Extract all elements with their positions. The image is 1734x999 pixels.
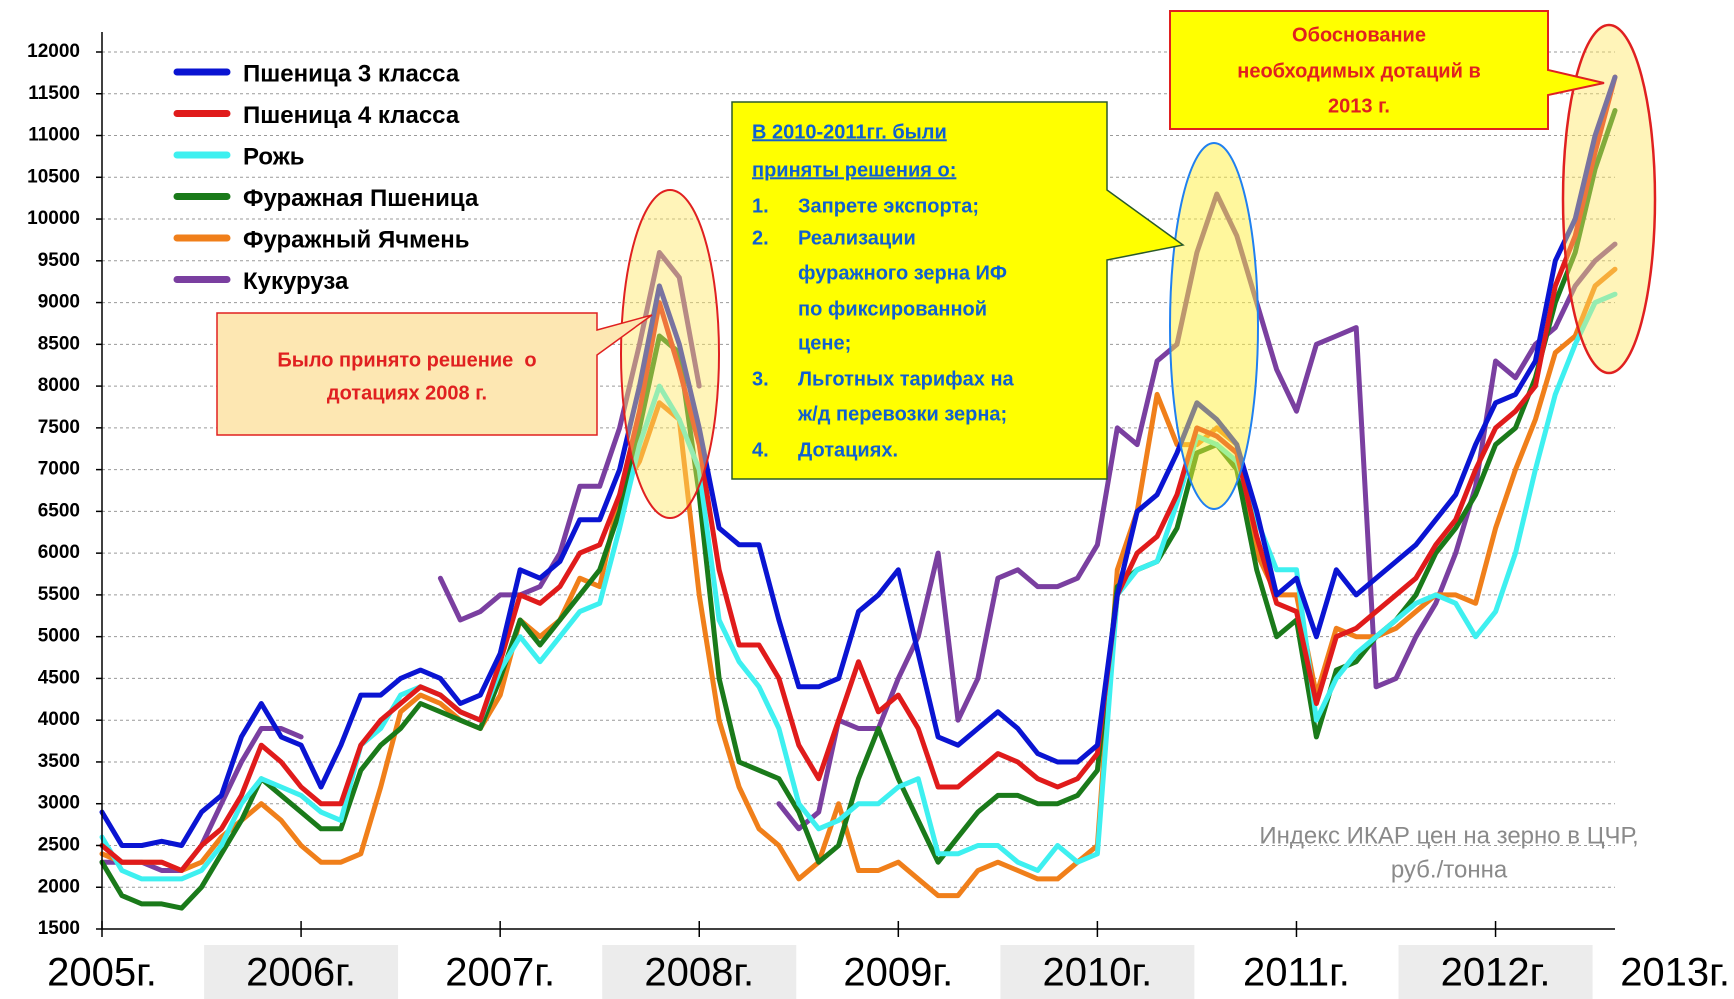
x-tick-label: 2011г.	[1243, 951, 1350, 995]
x-tick-label: 2013г.	[1620, 951, 1730, 995]
y-tick-label: 5500	[38, 584, 80, 605]
year-bands	[204, 945, 1593, 999]
index-note: Индекс ИКАР цен на зерно в ЦЧР,	[1259, 822, 1638, 849]
y-tick-label: 3000	[38, 793, 80, 814]
x-tick-label: 2007г.	[445, 951, 555, 995]
year-band	[1398, 945, 1593, 999]
measure-text: Льготных тарифах на	[798, 368, 1015, 390]
measure-number: 2.	[752, 227, 769, 249]
y-tick-label: 10000	[27, 208, 80, 229]
x-tick-label: 2005г.	[47, 951, 157, 995]
measure-number: 3.	[752, 368, 769, 390]
index-note: руб./тонна	[1391, 856, 1508, 883]
measure-number: 1.	[752, 195, 769, 217]
measure-text: цене;	[798, 332, 851, 354]
measure-text: Реализации	[798, 227, 916, 249]
y-tick-label: 6000	[38, 542, 80, 563]
legend-label: Рожь	[243, 143, 305, 170]
series-line	[99, 74, 1618, 848]
legend-label: Фуражный Ячмень	[243, 226, 470, 253]
legend-label: Кукуруза	[243, 268, 349, 295]
callout-text: Обоснование	[1292, 24, 1426, 46]
legend: Пшеница 3 класса Пшеница 4 класса Рожь Фура…	[173, 60, 479, 295]
y-tick-label: 9500	[38, 250, 80, 271]
y-tick-label: 8500	[38, 333, 80, 354]
y-tick-label: 2000	[38, 876, 80, 897]
highlight-2008	[620, 189, 720, 519]
y-tick-label: 8000	[38, 375, 80, 396]
callout-text: 2013 г.	[1328, 95, 1390, 117]
callout-text: Было принято решение о	[277, 349, 536, 371]
legend-label: Пшеница 4 класса	[243, 102, 460, 129]
series-line	[99, 108, 1618, 911]
x-tick-label: 2009г.	[843, 951, 953, 995]
y-tick-label: 11000	[28, 125, 80, 146]
measure-text: фуражного зерна ИФ	[798, 262, 1007, 284]
y-tick-label: 7500	[38, 417, 80, 438]
callout-title: В 2010-2011гг. были	[752, 121, 947, 143]
x-tick-label: 2006г.	[246, 951, 356, 995]
measures-list: 1. Запрете экспорта; 2. Реализации фуражного…	[752, 195, 1015, 461]
y-tick-label: 4000	[38, 709, 80, 730]
y-tick-label: 2500	[38, 834, 80, 855]
measure-text: Запрете экспорта;	[798, 195, 979, 217]
year-band	[602, 945, 797, 999]
measure-text: по фиксированной	[798, 298, 987, 320]
callout-2008	[216, 312, 653, 436]
axes: 1500 2000 2500 3000 3500 4000 4500 5000 5500 6000…	[27, 32, 1730, 995]
y-tick-label: 12000	[27, 41, 80, 62]
measure-text: ж/д перевозки зерна;	[797, 403, 1007, 425]
y-tick-label: 9000	[38, 292, 80, 313]
year-band	[1000, 945, 1195, 999]
y-tick-label: 11500	[28, 83, 80, 104]
year-band	[204, 945, 399, 999]
highlight-2012	[1561, 23, 1657, 375]
y-tick-label: 5000	[38, 626, 80, 647]
callout-text: дотациях 2008 г.	[327, 382, 487, 404]
series-line	[99, 266, 1618, 899]
series-line	[99, 74, 1618, 873]
callout-2013	[1169, 10, 1605, 130]
y-tick-label: 3500	[38, 751, 80, 772]
callout-title: приняты решения о:	[752, 159, 956, 181]
measure-text: Дотациях.	[798, 439, 898, 461]
lines	[99, 74, 1618, 911]
y-tick-label: 10500	[27, 166, 80, 187]
legend-label: Фуражная Пшеница	[243, 185, 479, 212]
y-tick-label: 1500	[38, 918, 80, 939]
x-tick-label: 2012г.	[1441, 951, 1551, 995]
callout-text: необходимых дотаций в	[1237, 60, 1480, 82]
x-tick-label: 2008г.	[644, 951, 754, 995]
y-tick-label: 7000	[38, 459, 80, 480]
y-tick-label: 6500	[38, 500, 80, 521]
x-tick-label: 2010г.	[1042, 951, 1152, 995]
measure-number: 4.	[752, 439, 769, 461]
highlight-2010	[1169, 142, 1259, 510]
legend-label: Пшеница 3 класса	[243, 60, 460, 87]
y-tick-label: 4500	[38, 667, 80, 688]
callout-measures	[731, 101, 1185, 480]
